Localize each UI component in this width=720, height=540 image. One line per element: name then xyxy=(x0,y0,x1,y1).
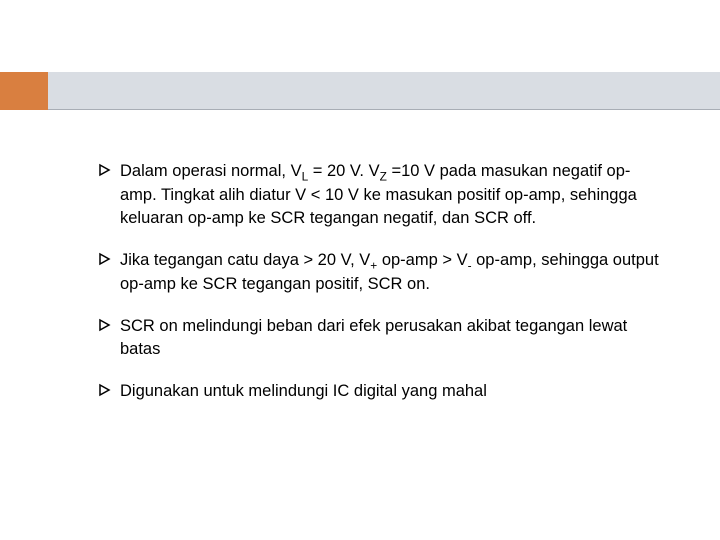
arrow-bullet-icon xyxy=(98,383,112,397)
list-item: SCR on melindungi beban dari efek perusa… xyxy=(98,315,660,360)
slide-header xyxy=(0,72,720,110)
accent-block xyxy=(0,72,48,110)
content-area: Dalam operasi normal, VL = 20 V. VZ =10 … xyxy=(98,160,660,422)
bullet-text: Jika tegangan catu daya > 20 V, V+ op-am… xyxy=(120,249,660,296)
arrow-bullet-icon xyxy=(98,252,112,266)
bullet-text: Dalam operasi normal, VL = 20 V. VZ =10 … xyxy=(120,160,660,229)
list-item: Dalam operasi normal, VL = 20 V. VZ =10 … xyxy=(98,160,660,229)
list-item: Digunakan untuk melindungi IC digital ya… xyxy=(98,380,660,402)
arrow-bullet-icon xyxy=(98,163,112,177)
bullet-text: Digunakan untuk melindungi IC digital ya… xyxy=(120,380,660,402)
header-gray-bar xyxy=(48,72,720,110)
arrow-bullet-icon xyxy=(98,318,112,332)
list-item: Jika tegangan catu daya > 20 V, V+ op-am… xyxy=(98,249,660,296)
bullet-text: SCR on melindungi beban dari efek perusa… xyxy=(120,315,660,360)
